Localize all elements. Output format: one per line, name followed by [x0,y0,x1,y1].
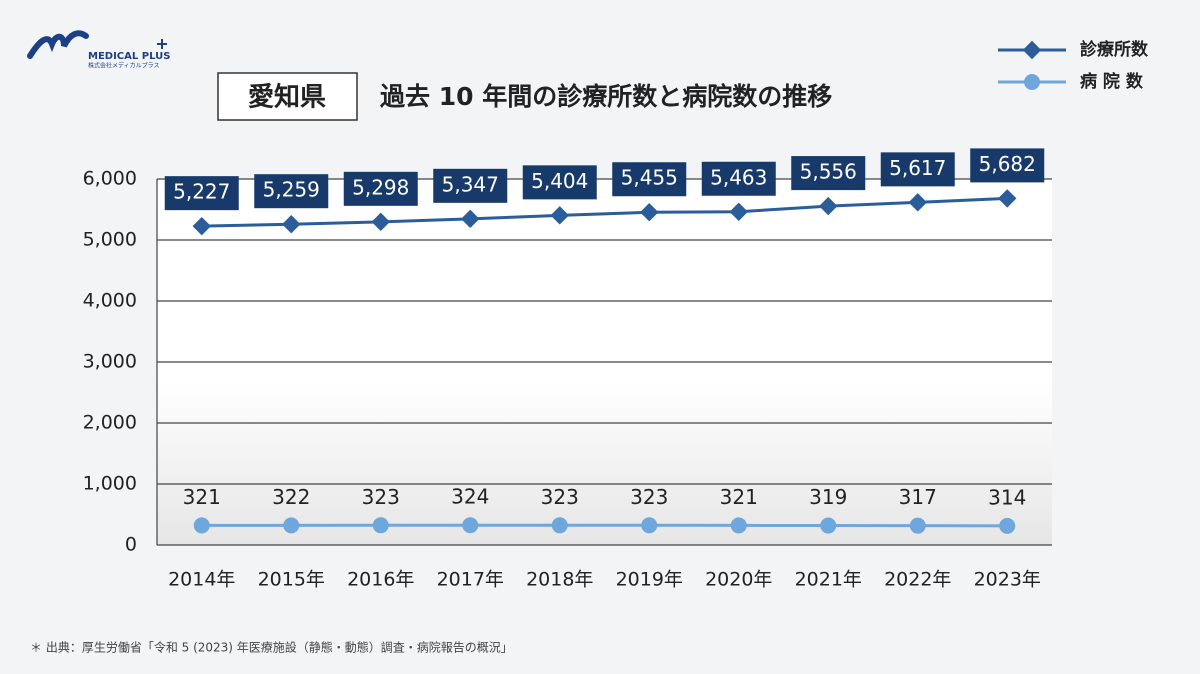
point [729,202,748,221]
point [283,517,300,534]
title-box [217,72,358,121]
y-tick-label: 5,000 [83,229,137,251]
y-tick-label: 2,000 [83,412,137,434]
value-label: 322 [272,485,310,509]
value-label-box [612,162,687,197]
point [819,196,838,216]
value-label: 323 [541,485,579,509]
chart-title: 過去 10 年間の診療所数と病院数の推移 [380,82,832,111]
x-tick-label: 2021年 [795,569,862,591]
title-box-text: 愛知県 [248,83,326,113]
value-label-box [343,171,418,206]
value-label: 323 [362,485,400,509]
point [820,517,837,534]
value-label: 5,298 [352,175,409,199]
point [372,517,389,534]
y-tick-label: 3,000 [83,351,137,373]
point [641,517,658,534]
value-label: 5,347 [442,172,499,196]
value-label: 5,556 [800,160,857,184]
point [909,517,926,534]
value-label: 5,259 [263,178,320,202]
point [999,517,1016,534]
x-tick-label: 2020年 [705,569,772,591]
value-label-box [164,176,239,211]
y-tick-label: 0 [125,534,137,556]
x-tick-label: 2015年 [258,569,325,591]
value-label: 5,682 [979,152,1036,176]
value-label: 323 [630,485,668,509]
logo-sub: 株式会社メディカルプラス [88,62,159,70]
point [998,189,1017,208]
value-label: 5,463 [710,165,767,189]
value-label: 319 [809,485,847,509]
x-tick-label: 2018年 [526,569,593,591]
value-label-box [433,168,508,203]
point [730,517,747,534]
legend-marker [1024,74,1040,90]
y-tick-label: 1,000 [83,473,137,495]
value-label: 5,404 [531,169,588,193]
legend-label: 病 院 数 [1080,71,1144,92]
point [551,517,568,534]
point [640,203,659,222]
x-tick-label: 2022年 [884,569,951,591]
legend-label: 診療所数 [1080,39,1149,60]
x-tick-label: 2017年 [437,569,504,591]
series-line [201,196,1008,228]
y-tick-label: 4,000 [83,290,137,312]
point [550,206,569,225]
point [193,517,210,534]
x-tick-label: 2014年 [168,569,235,591]
value-label-box [880,152,955,187]
value-label: 314 [988,485,1026,509]
legend-marker [1022,40,1042,60]
value-label-box [970,148,1045,183]
value-label: 5,617 [889,156,946,180]
source-note: ＊ 出典：厚生労働省「令和 5 (2023) 年医療施設（静態・動態）調査・病院… [30,640,513,655]
value-label-box [791,156,866,191]
value-label: 321 [720,485,758,509]
value-label-box [522,165,597,200]
value-label-box [701,161,776,196]
point [462,517,479,534]
logo-name: MEDICAL PLUS [88,51,170,62]
x-tick-label: 2016年 [347,569,414,591]
value-label: 321 [183,485,221,509]
point [192,216,211,236]
value-label: 317 [899,485,937,509]
x-tick-label: 2023年 [974,569,1041,591]
point [282,215,301,234]
value-label: 5,455 [621,166,678,190]
series-line [201,523,1008,528]
logo-mark [27,30,89,59]
point [908,193,927,212]
x-tick-label: 2019年 [616,569,683,591]
logo-plus [157,39,167,49]
point [371,212,390,232]
point [461,209,480,229]
value-label: 5,227 [173,180,230,204]
value-label-box [254,174,329,209]
y-tick-label: 6,000 [83,168,137,190]
value-label: 324 [451,485,489,509]
